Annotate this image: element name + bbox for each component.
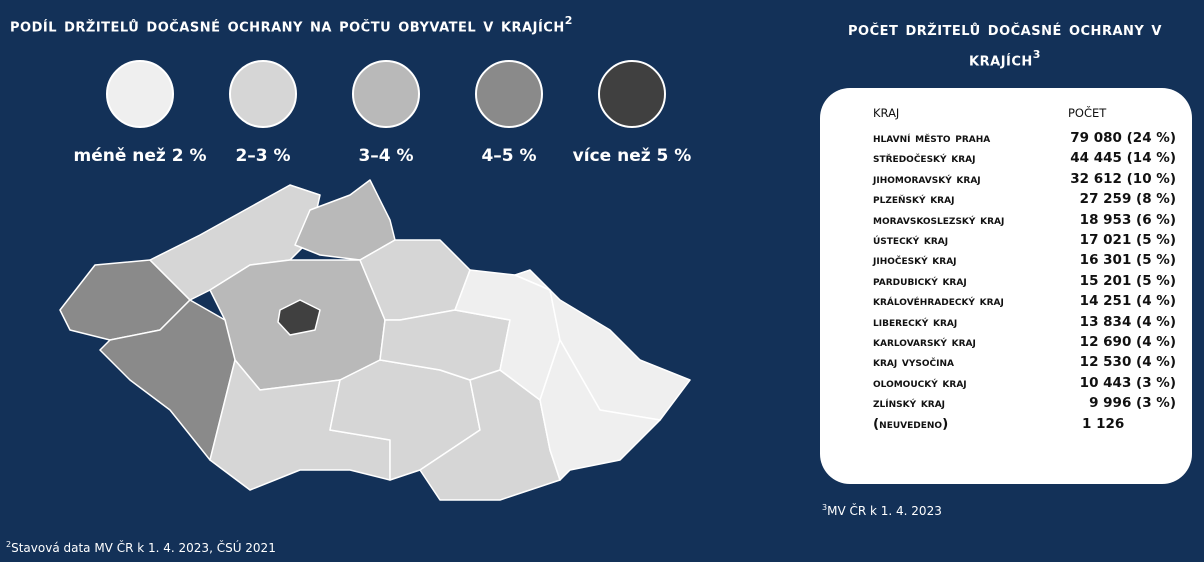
region-name: Pardubický kraj (873, 272, 967, 289)
legend-swatch (598, 60, 666, 128)
region-ustecky (149, 184, 321, 301)
legend-label: 3–4 % (358, 146, 414, 166)
region-name: Karlovarský kraj (873, 334, 976, 350)
region-count: 79 080 (24 %) (1070, 130, 1176, 146)
region-count: 27 259 (8 %) (1079, 191, 1176, 208)
region-name: Královéhradecký kraj (873, 293, 1004, 310)
region-count: 16 301 (5 %) (1079, 252, 1176, 269)
region-moravskoslezsky (514, 269, 691, 421)
region-count: 17 021 (5 %) (1079, 232, 1176, 248)
region-name: Zlínský kraj (873, 395, 946, 412)
legend-label: 2–3 % (235, 146, 291, 166)
legend-label: 4–5 % (481, 146, 537, 166)
region-count: 44 445 (14 %) (1070, 150, 1176, 167)
legend-swatch (229, 60, 297, 128)
legend-label: méně než 2 % (73, 146, 207, 166)
region-count: 14 251 (4 %) (1079, 293, 1176, 310)
footnote-mark: 2 (6, 540, 12, 549)
region-name: Středočeský kraj (873, 150, 976, 167)
legend-swatch (106, 60, 174, 128)
region-count: 15 201 (5 %) (1079, 272, 1176, 289)
region-praha (277, 299, 321, 336)
region-name: Olomoucký kraj (873, 374, 967, 391)
title-note: 3 (1032, 48, 1041, 61)
table-header: Počet (1068, 106, 1107, 120)
region-name: Jihočeský kraj (873, 252, 957, 269)
table-header: Kraj (873, 106, 900, 120)
region-count: 1 126 (1082, 415, 1125, 432)
title-text: Podíl držitelů dočasné ochrany na počtu … (10, 14, 565, 37)
footnote-text: MV ČR k 1. 4. 2023 (827, 504, 942, 518)
region-zlinsky (539, 339, 661, 481)
region-name: Moravskoslezský kraj (873, 211, 1005, 228)
title-note: 2 (564, 14, 573, 27)
region-name: Ústecký kraj (873, 232, 949, 248)
region-count: 12 690 (4 %) (1079, 334, 1176, 350)
right-title: Počet držitelů dočasné ochrany v krajích… (830, 16, 1180, 72)
region-name: Hlavní město Praha (873, 130, 991, 146)
region-count: 32 612 (10 %) (1070, 170, 1176, 187)
legend-swatch (352, 60, 420, 128)
left-footnote: 2Stavová data MV ČR k 1. 4. 2023, ČSÚ 20… (6, 540, 276, 555)
left-title: Podíl držitelů dočasné ochrany na počtu … (10, 14, 573, 36)
region-count: 18 953 (6 %) (1079, 211, 1176, 228)
map (59, 179, 691, 501)
region-name: Liberecký kraj (873, 313, 958, 330)
region-count: 13 834 (4 %) (1079, 313, 1176, 330)
region-name: Plzeňský kraj (873, 191, 955, 208)
title-text: Počet držitelů dočasné ochrany v krajích (848, 18, 1162, 71)
legend-swatch (475, 60, 543, 128)
footnote-mark: 3 (822, 503, 828, 512)
table-panel: Kraj Počet Hlavní město Praha 79 080 (24 %)… (820, 88, 1192, 484)
region-count: 12 530 (4 %) (1079, 354, 1176, 371)
right-footnote: 3MV ČR k 1. 4. 2023 (822, 503, 942, 518)
footnote-text: Stavová data MV ČR k 1. 4. 2023, ČSÚ 202… (11, 541, 276, 555)
region-count: 10 443 (3 %) (1079, 374, 1176, 391)
region-name: Jihomoravský kraj (873, 170, 981, 187)
region-name: (neuvedeno) (873, 415, 949, 432)
legend-label: více než 5 % (572, 146, 692, 166)
region-count: 9 996 (3 %) (1089, 395, 1176, 412)
region-name: Kraj Vysočina (873, 354, 954, 371)
